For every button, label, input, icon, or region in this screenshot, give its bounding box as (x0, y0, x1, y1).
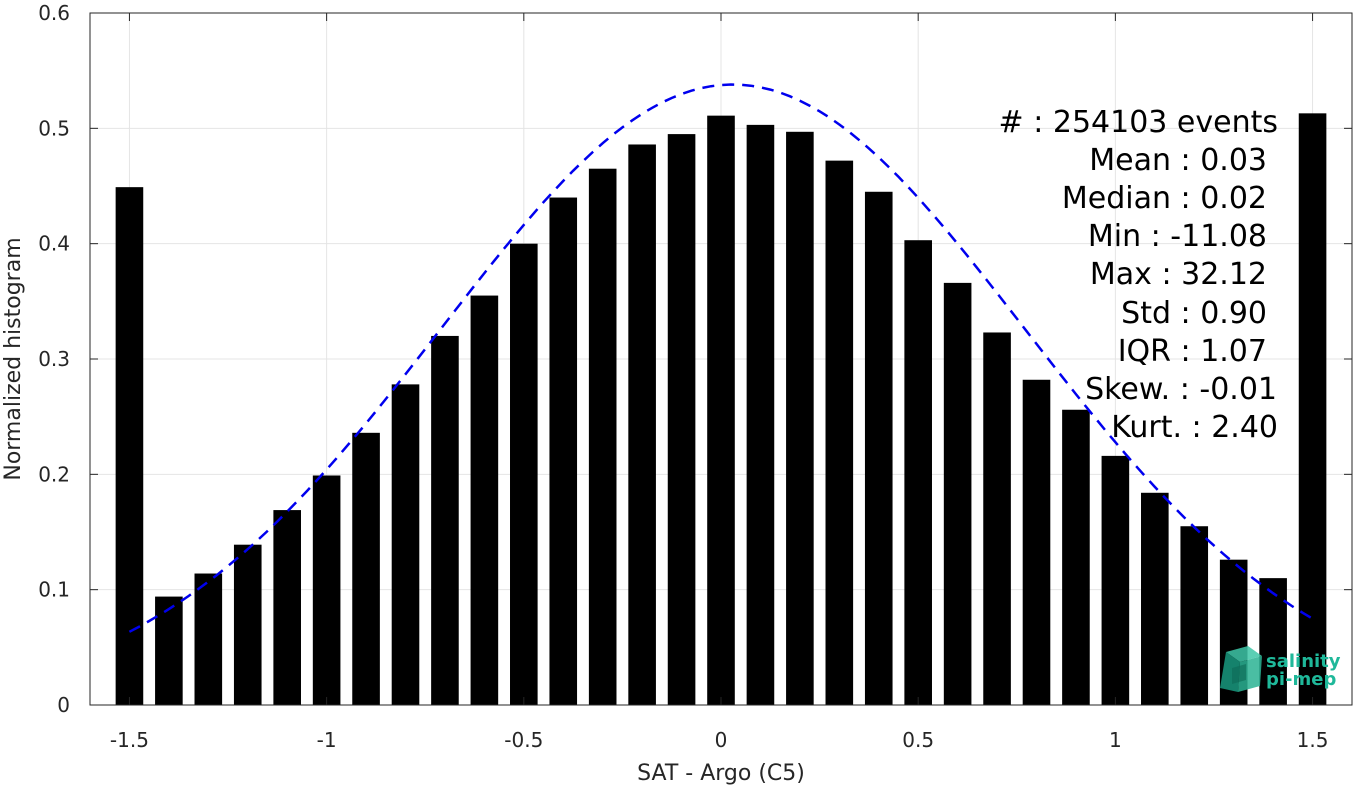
histogram-bar (864, 191, 893, 705)
histogram-bar (352, 432, 380, 705)
histogram-bar (194, 573, 223, 705)
x-tick-label: -1.5 (110, 728, 149, 752)
histogram-bar (233, 544, 262, 705)
y-tick-label: 0.2 (38, 462, 70, 486)
x-tick-label: 0.5 (902, 728, 934, 752)
x-tick-label: 1.5 (1297, 728, 1329, 752)
histogram-bar (983, 332, 1011, 705)
stat-mean: Mean : 0.03 (1089, 143, 1267, 178)
histogram-bar (943, 282, 972, 705)
stat-std: Std : 0.90 (1121, 296, 1267, 331)
histogram-bar (825, 160, 854, 706)
histogram-bar (1141, 492, 1169, 705)
histogram-bar (431, 335, 459, 705)
histogram-bar (707, 115, 735, 705)
histogram-bar (1101, 455, 1130, 705)
bar-series (115, 113, 1327, 706)
y-axis-label: Normalized histogram (1, 237, 26, 480)
logo-text-pi-mep: pi-mep (1266, 669, 1336, 690)
histogram-bar (549, 197, 578, 706)
histogram-bar (628, 144, 656, 706)
stat-skewness: Skew. : -0.01 (1085, 372, 1277, 407)
y-tick-label: 0.6 (38, 1, 70, 25)
y-axis-ticks: 0 0.1 0.2 0.3 0.4 0.5 0.6 (38, 1, 1352, 717)
histogram-bar (1062, 409, 1090, 705)
histogram-bar (1259, 578, 1287, 705)
y-tick-label: 0.3 (38, 347, 70, 371)
x-tick-label: 0 (715, 728, 728, 752)
x-tick-label: -1 (317, 728, 337, 752)
y-tick-label: 0.1 (38, 578, 70, 602)
gaussian-fit-curve (128, 83, 1314, 633)
histogram-bar (470, 295, 499, 705)
stat-iqr: IQR : 1.07 (1118, 334, 1267, 369)
histogram-bar (746, 124, 775, 705)
histogram-bar (588, 168, 617, 705)
logo-text-salinity: salinity (1266, 651, 1341, 672)
y-tick-label: 0 (57, 693, 70, 717)
stat-min: Min : -11.08 (1088, 219, 1267, 254)
histogram-bar (1022, 379, 1051, 705)
stat-kurtosis: Kurt. : 2.40 (1111, 410, 1278, 445)
stat-count: # : 254103 events (999, 105, 1278, 140)
cube-logo-icon (1220, 646, 1262, 692)
x-axis-label: SAT - Argo (C5) (637, 761, 805, 786)
histogram-bar (115, 187, 144, 706)
histogram-bar (510, 243, 538, 705)
histogram-bar (273, 510, 301, 705)
stat-median: Median : 0.02 (1062, 181, 1267, 216)
stat-max: Max : 32.12 (1090, 257, 1267, 292)
x-tick-label: -0.5 (504, 728, 543, 752)
histogram-bar (904, 240, 932, 705)
y-tick-label: 0.5 (38, 116, 70, 140)
histogram-bar (391, 384, 420, 705)
histogram-bar (155, 596, 183, 705)
histogram-bar (667, 134, 696, 706)
histogram-bar (1180, 526, 1209, 705)
x-axis-ticks: -1.5 -1 -0.5 0 0.5 1 1.5 (110, 13, 1329, 752)
salinity-pi-mep-logo: salinity pi-mep (1220, 646, 1341, 692)
histogram-bar (312, 475, 341, 705)
statistics-box: # : 254103 events Mean : 0.03 Median : 0… (999, 105, 1278, 445)
x-tick-label: 1 (1109, 728, 1122, 752)
histogram-bar (1298, 113, 1327, 706)
y-tick-label: 0.4 (38, 232, 70, 256)
histogram-bar (786, 131, 814, 705)
